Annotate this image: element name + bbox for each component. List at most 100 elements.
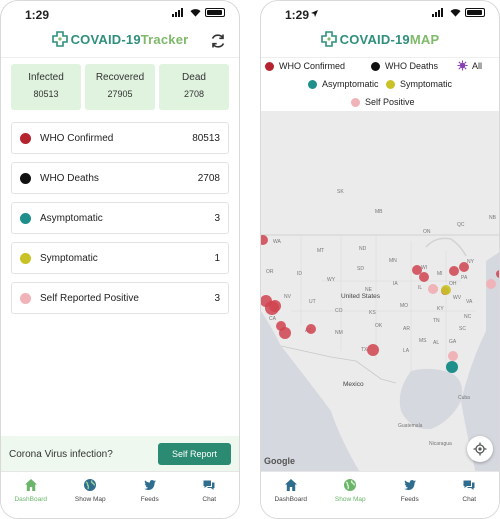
signal-icon [172,8,186,17]
map-filter-self-positive[interactable]: Self Positive [351,97,415,107]
symptomatic-dot-icon [20,252,31,264]
logo-text-accent: MAP [409,31,440,47]
map-label-wa: WA [273,239,281,245]
asymptomatic-dot-icon [308,79,317,89]
tab-label: Feeds [140,496,159,503]
map-filter-deaths[interactable]: WHO Deaths [371,61,438,71]
map-label-tn: TN [433,318,440,324]
signal-icon [432,8,446,17]
tab-label: Show Map [334,496,366,503]
legend-row-who-deaths[interactable]: WHO Deaths 2708 [11,162,229,194]
map-label-ga: GA [449,339,457,345]
tab-feeds[interactable]: Feeds [120,472,180,518]
tab-chat[interactable]: Chat [180,472,240,518]
self-positive-marker[interactable] [448,351,458,361]
legend-row-who-confirmed[interactable]: WHO Confirmed 80513 [11,122,229,154]
case-marker[interactable] [419,272,429,282]
symptomatic-marker[interactable] [441,285,451,295]
home-icon [284,479,297,491]
asymptomatic-marker[interactable] [446,361,458,373]
self-reported-dot-icon [20,292,31,304]
legend-label: WHO Deaths [40,172,99,184]
stat-label: Infected [28,72,64,83]
map-label-nv: NV [284,294,291,300]
case-marker[interactable] [261,235,268,245]
tab-dashboard[interactable]: DashBoard [1,472,61,518]
map-label-al: AL [433,340,440,346]
map-label-ia: IA [393,281,398,287]
symptomatic-dot-icon [386,79,395,89]
map-screen: 1:29 COVAID-19MAP WHO Confirmed WHO Deat… [260,0,500,519]
map-legend: WHO Confirmed WHO Deaths All Asymptomati… [261,59,499,111]
map-label-nicaragua: Nicaragua [429,441,452,447]
logo-text-accent: Tracker [140,31,189,47]
report-question: Corona Virus infection? [9,448,113,460]
case-marker[interactable] [279,327,291,339]
case-marker[interactable] [412,265,422,275]
tab-show-map[interactable]: Show Map [321,472,381,518]
battery-icon [205,8,225,17]
cross-logo-icon [320,31,337,47]
map-label-ky: KY [437,306,444,312]
self-report-bar: Corona Virus infection? Self Report [1,436,239,472]
map-filter-asymptomatic[interactable]: Asymptomatic [308,79,379,89]
battery-icon [465,8,485,17]
deaths-dot-icon [371,61,380,71]
tab-feeds[interactable]: Feeds [380,472,440,518]
status-time: 1:29 [25,8,50,22]
tab-label: DashBoard [14,496,48,503]
self-positive-marker[interactable] [428,284,438,294]
stats-row: Infected 80513 Recovered 27905 Dead 2708 [11,64,229,110]
chat-icon [203,480,215,490]
status-icons [172,8,225,17]
stat-card-infected: Infected 80513 [11,64,81,110]
twitter-icon [143,480,156,491]
case-marker[interactable] [367,344,379,356]
map-filter-label: WHO Deaths [385,61,439,71]
twitter-icon [403,480,416,491]
legend-row-symptomatic[interactable]: Symptomatic 1 [11,242,229,274]
tab-show-map[interactable]: Show Map [61,472,121,518]
tab-label: DashBoard [274,496,308,503]
case-marker[interactable] [269,300,281,312]
map-filter-symptomatic[interactable]: Symptomatic [386,79,452,89]
map-base [261,234,499,472]
map-label-qc: QC [457,222,465,228]
status-bar: 1:29 [261,1,499,27]
chat-icon [463,480,475,490]
my-location-button[interactable] [467,436,493,462]
tab-bar: DashBoard Show Map Feeds Chat [261,471,499,518]
case-marker[interactable] [496,270,499,278]
stat-value: 27905 [107,89,133,99]
tab-dashboard[interactable]: DashBoard [261,472,321,518]
atlantic-ocean [461,252,499,472]
case-marker[interactable] [449,266,459,276]
map-label-ny: NY [467,259,474,265]
map-label-co: CO [335,308,343,314]
app-header: COVAID-19MAP [261,27,499,58]
legend-row-asymptomatic[interactable]: Asymptomatic 3 [11,202,229,234]
map-label-ms: MS [419,338,427,344]
map-view[interactable]: SK MB ON QC NB WA MT ND MN OR ID SD WY I… [261,111,499,472]
map-filter-label: Self Positive [365,97,415,107]
mexico-border [280,345,397,384]
logo-text-main: COVAID-19 [70,31,141,47]
location-arrow-icon [311,10,318,17]
deaths-dot-icon [20,172,31,184]
self-report-button[interactable]: Self Report [157,443,231,465]
logo-text: COVAID-19MAP [340,32,440,47]
case-marker[interactable] [306,324,316,334]
map-filter-confirmed[interactable]: WHO Confirmed [265,61,345,71]
map-filter-label: Asymptomatic [322,79,379,89]
map-label-pa: PA [461,275,468,281]
map-label-guatemala: Guatemala [398,423,423,429]
tab-chat[interactable]: Chat [440,472,500,518]
self-positive-marker[interactable] [486,279,496,289]
map-label-nm: NM [335,330,343,336]
legend-row-self-reported[interactable]: Self Reported Positive 3 [11,282,229,314]
case-markers [261,235,499,373]
map-filter-all[interactable]: All [457,60,482,71]
case-marker[interactable] [459,262,469,272]
legend-label: WHO Confirmed [40,132,114,144]
refresh-icon[interactable] [209,32,227,50]
